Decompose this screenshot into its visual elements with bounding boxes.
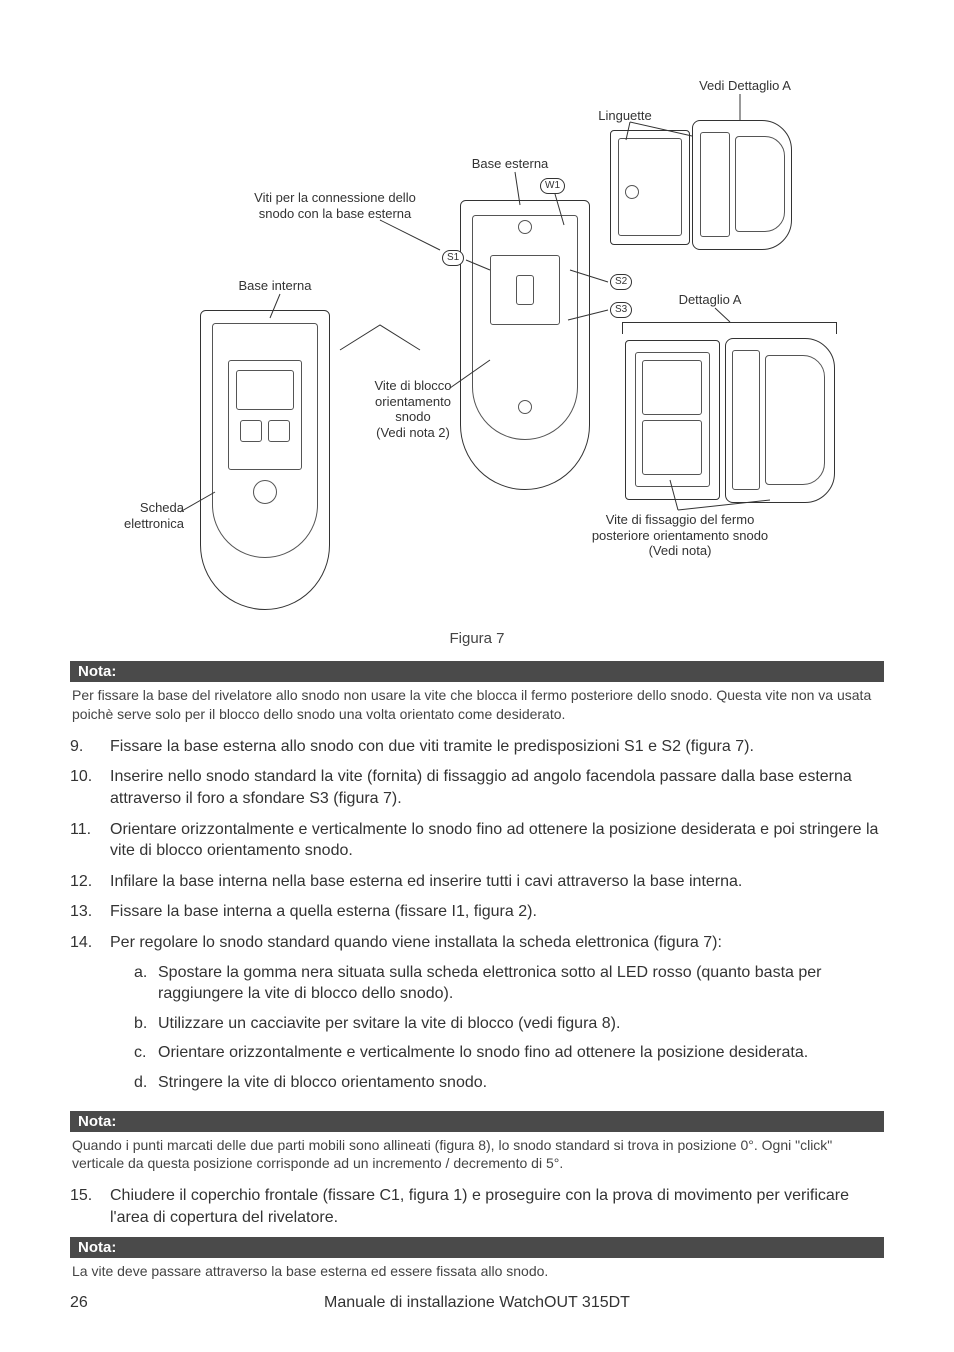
step-11: 11.Orientare orizzontalmente e verticalm… — [70, 819, 884, 862]
label-scheda: Scheda elettronica — [104, 500, 184, 531]
step-14c: c.Orientare orizzontalmente e verticalme… — [110, 1042, 884, 1064]
step-14a: a.Spostare la gomma nera situata sulla s… — [110, 962, 884, 1005]
label-base-esterna: Base esterna — [450, 156, 570, 172]
instruction-list: 9.Fissare la base esterna allo snodo con… — [70, 736, 884, 1102]
figure-caption: Figura 7 — [70, 630, 884, 647]
step-12: 12.Infilare la base interna nella base e… — [70, 871, 884, 893]
step-14d: d.Stringere la vite di blocco orientamen… — [110, 1072, 884, 1094]
callout-w1: W1 — [540, 178, 565, 194]
note-1-text: Per fissare la base del rivelatore allo … — [70, 686, 884, 724]
note-2-text: Quando i punti marcati delle due parti m… — [70, 1136, 884, 1174]
step-14-sublist: a.Spostare la gomma nera situata sulla s… — [110, 962, 884, 1094]
callout-s3: S3 — [610, 302, 632, 318]
note-2-header: Nota: — [70, 1111, 884, 1132]
label-linguette: Linguette — [580, 108, 670, 124]
footer-title: Manuale di installazione WatchOUT 315DT — [70, 1294, 884, 1312]
callout-s1: S1 — [442, 250, 464, 266]
step-14: 14. Per regolare lo snodo standard quand… — [70, 932, 884, 1102]
label-vedi-dettaglio-a: Vedi Dettaglio A — [660, 78, 830, 94]
step-15: 15.Chiudere il coperchio frontale (fissa… — [70, 1185, 884, 1228]
step-10: 10.Inserire nello snodo standard la vite… — [70, 766, 884, 809]
step-13: 13.Fissare la base interna a quella este… — [70, 901, 884, 923]
note-3-text: La vite deve passare attraverso la base … — [70, 1262, 884, 1281]
instruction-list-15: 15.Chiudere il coperchio frontale (fissa… — [70, 1185, 884, 1228]
note-3-header: Nota: — [70, 1237, 884, 1258]
note-1-header: Nota: — [70, 661, 884, 682]
page-footer: 26 Manuale di installazione WatchOUT 315… — [70, 1294, 884, 1312]
figure-7: Vedi Dettaglio A Linguette Base esterna … — [70, 60, 884, 620]
step-14b: b.Utilizzare un cacciavite per svitare l… — [110, 1013, 884, 1035]
step-9: 9.Fissare la base esterna allo snodo con… — [70, 736, 884, 758]
label-dettaglio-a: Dettaglio A — [660, 292, 760, 308]
callout-s2: S2 — [610, 274, 632, 290]
label-vite-blocco: Vite di blocco orientamento snodo (Vedi … — [358, 378, 468, 440]
label-viti-connessione: Viti per la connessione dello snodo con … — [240, 190, 430, 221]
label-base-interna: Base interna — [220, 278, 330, 294]
label-vite-fissaggio: Vite di fissaggio del fermo posteriore o… — [560, 512, 800, 559]
